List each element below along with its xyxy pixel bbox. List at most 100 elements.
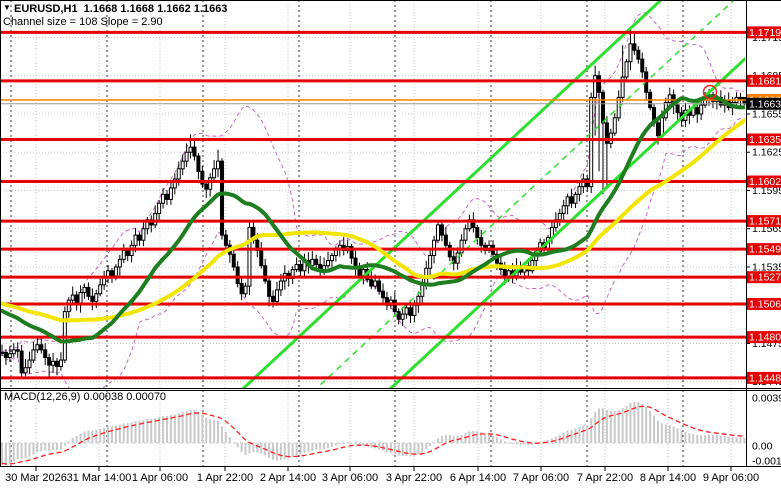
time-tick-label: 6 Apr 14:00 — [450, 472, 506, 484]
level-box — [747, 133, 781, 146]
macd-bar — [307, 443, 310, 452]
macd-bar — [279, 443, 282, 461]
macd-bar — [346, 442, 349, 444]
macd-bar — [586, 425, 589, 443]
candle-body — [98, 284, 103, 295]
macd-bar — [653, 415, 656, 443]
bollinger-upper — [1, 12, 745, 353]
macd-bar — [578, 426, 581, 443]
macd-bar — [519, 443, 522, 445]
macd-bar — [649, 410, 652, 443]
candle-body — [294, 263, 299, 271]
macd-bar — [523, 443, 526, 445]
macd-bar — [16, 443, 19, 460]
level-box — [747, 271, 781, 284]
candle-body — [447, 244, 452, 258]
candle-body — [436, 224, 441, 241]
bollinger-bands — [1, 12, 745, 388]
level-label: 1.1602 — [749, 176, 781, 188]
macd-bar — [401, 443, 404, 457]
level-box — [747, 215, 781, 228]
macd-bar — [645, 406, 648, 443]
macd-bar — [425, 443, 428, 450]
macd-bar — [550, 438, 553, 443]
time-tick-label: 3 Apr 06:00 — [322, 472, 378, 484]
time-tick-label: 9 Apr 06:00 — [703, 472, 759, 484]
macd-bar — [511, 443, 514, 444]
macd-bar — [185, 410, 188, 443]
macd-bar — [527, 443, 530, 446]
macd-bar — [374, 443, 377, 449]
candle-body — [133, 234, 138, 246]
symbol-dropdown-icon[interactable]: ▼ — [3, 3, 11, 12]
macd-bar — [217, 420, 220, 443]
macd-panel — [0, 401, 746, 465]
macd-bar — [295, 443, 298, 456]
macd-bar — [315, 443, 318, 450]
macd-bar — [711, 435, 714, 443]
macd-bar — [370, 443, 373, 448]
macd-bar — [629, 403, 632, 443]
time-tick-label: 7 Apr 06:00 — [513, 472, 569, 484]
candle-body — [561, 205, 566, 214]
candle-body — [212, 168, 217, 179]
time-axis[interactable]: 30 Mar 2026 31 Mar 14:00 1 Apr 06:00 1 Apr … — [5, 467, 759, 484]
price-tick-label: 1.1535 — [752, 261, 781, 273]
macd-bar — [708, 434, 711, 443]
macd-bar — [382, 443, 385, 451]
macd-bar — [484, 433, 487, 443]
macd-bar — [220, 426, 223, 443]
candle-body — [577, 186, 582, 195]
macd-bar — [177, 413, 180, 443]
candle-body — [667, 94, 672, 104]
macd-bar — [20, 443, 23, 459]
macd-bar — [562, 432, 565, 443]
macd-bar — [283, 443, 286, 459]
macd-bar — [162, 416, 165, 443]
macd-bar — [739, 437, 742, 443]
time-tick-label: 2 Apr 14:00 — [260, 472, 316, 484]
candle-body — [204, 183, 209, 190]
macd-bar — [700, 435, 703, 443]
macd-bar — [114, 425, 117, 443]
candle-body — [463, 228, 468, 241]
macd-bar — [637, 402, 640, 443]
macd-bar — [103, 427, 106, 443]
macd-bar — [421, 443, 424, 453]
macd-bar — [480, 432, 483, 443]
macd-bar — [240, 443, 243, 453]
level-label: 1.1527 — [749, 272, 781, 284]
candle-body — [82, 286, 87, 293]
candle-body — [314, 258, 319, 265]
macd-bar — [63, 443, 66, 446]
macd-bar — [684, 431, 687, 443]
macd-bar — [437, 438, 440, 443]
macd-bar — [224, 432, 227, 443]
bollinger-lower — [1, 117, 745, 388]
macd-bar — [299, 443, 302, 455]
level-box — [747, 26, 781, 39]
macd-bar — [660, 423, 663, 443]
macd-bar — [570, 429, 573, 443]
macd-bar — [107, 426, 110, 443]
candle-body — [573, 193, 578, 204]
macd-bar — [342, 443, 345, 444]
candle-body — [235, 266, 240, 285]
time-tick-label: 1 Apr 22:00 — [197, 472, 253, 484]
macd-bar — [554, 436, 557, 443]
level-box — [747, 243, 781, 256]
macd-bar — [735, 437, 738, 443]
macd-bar — [613, 411, 616, 443]
macd-bar — [476, 431, 479, 443]
candle-body — [439, 224, 444, 236]
macd-bar — [393, 443, 396, 455]
macd-bar — [641, 403, 644, 443]
candle-body — [377, 280, 382, 292]
candle-body — [675, 104, 680, 114]
candle-body — [180, 160, 185, 170]
bid-price-box — [747, 97, 781, 110]
price-axis[interactable]: 1.17151.16851.16551.16251.15951.15651.15… — [746, 26, 781, 468]
candle-body — [298, 263, 303, 272]
candle-body — [271, 295, 276, 302]
